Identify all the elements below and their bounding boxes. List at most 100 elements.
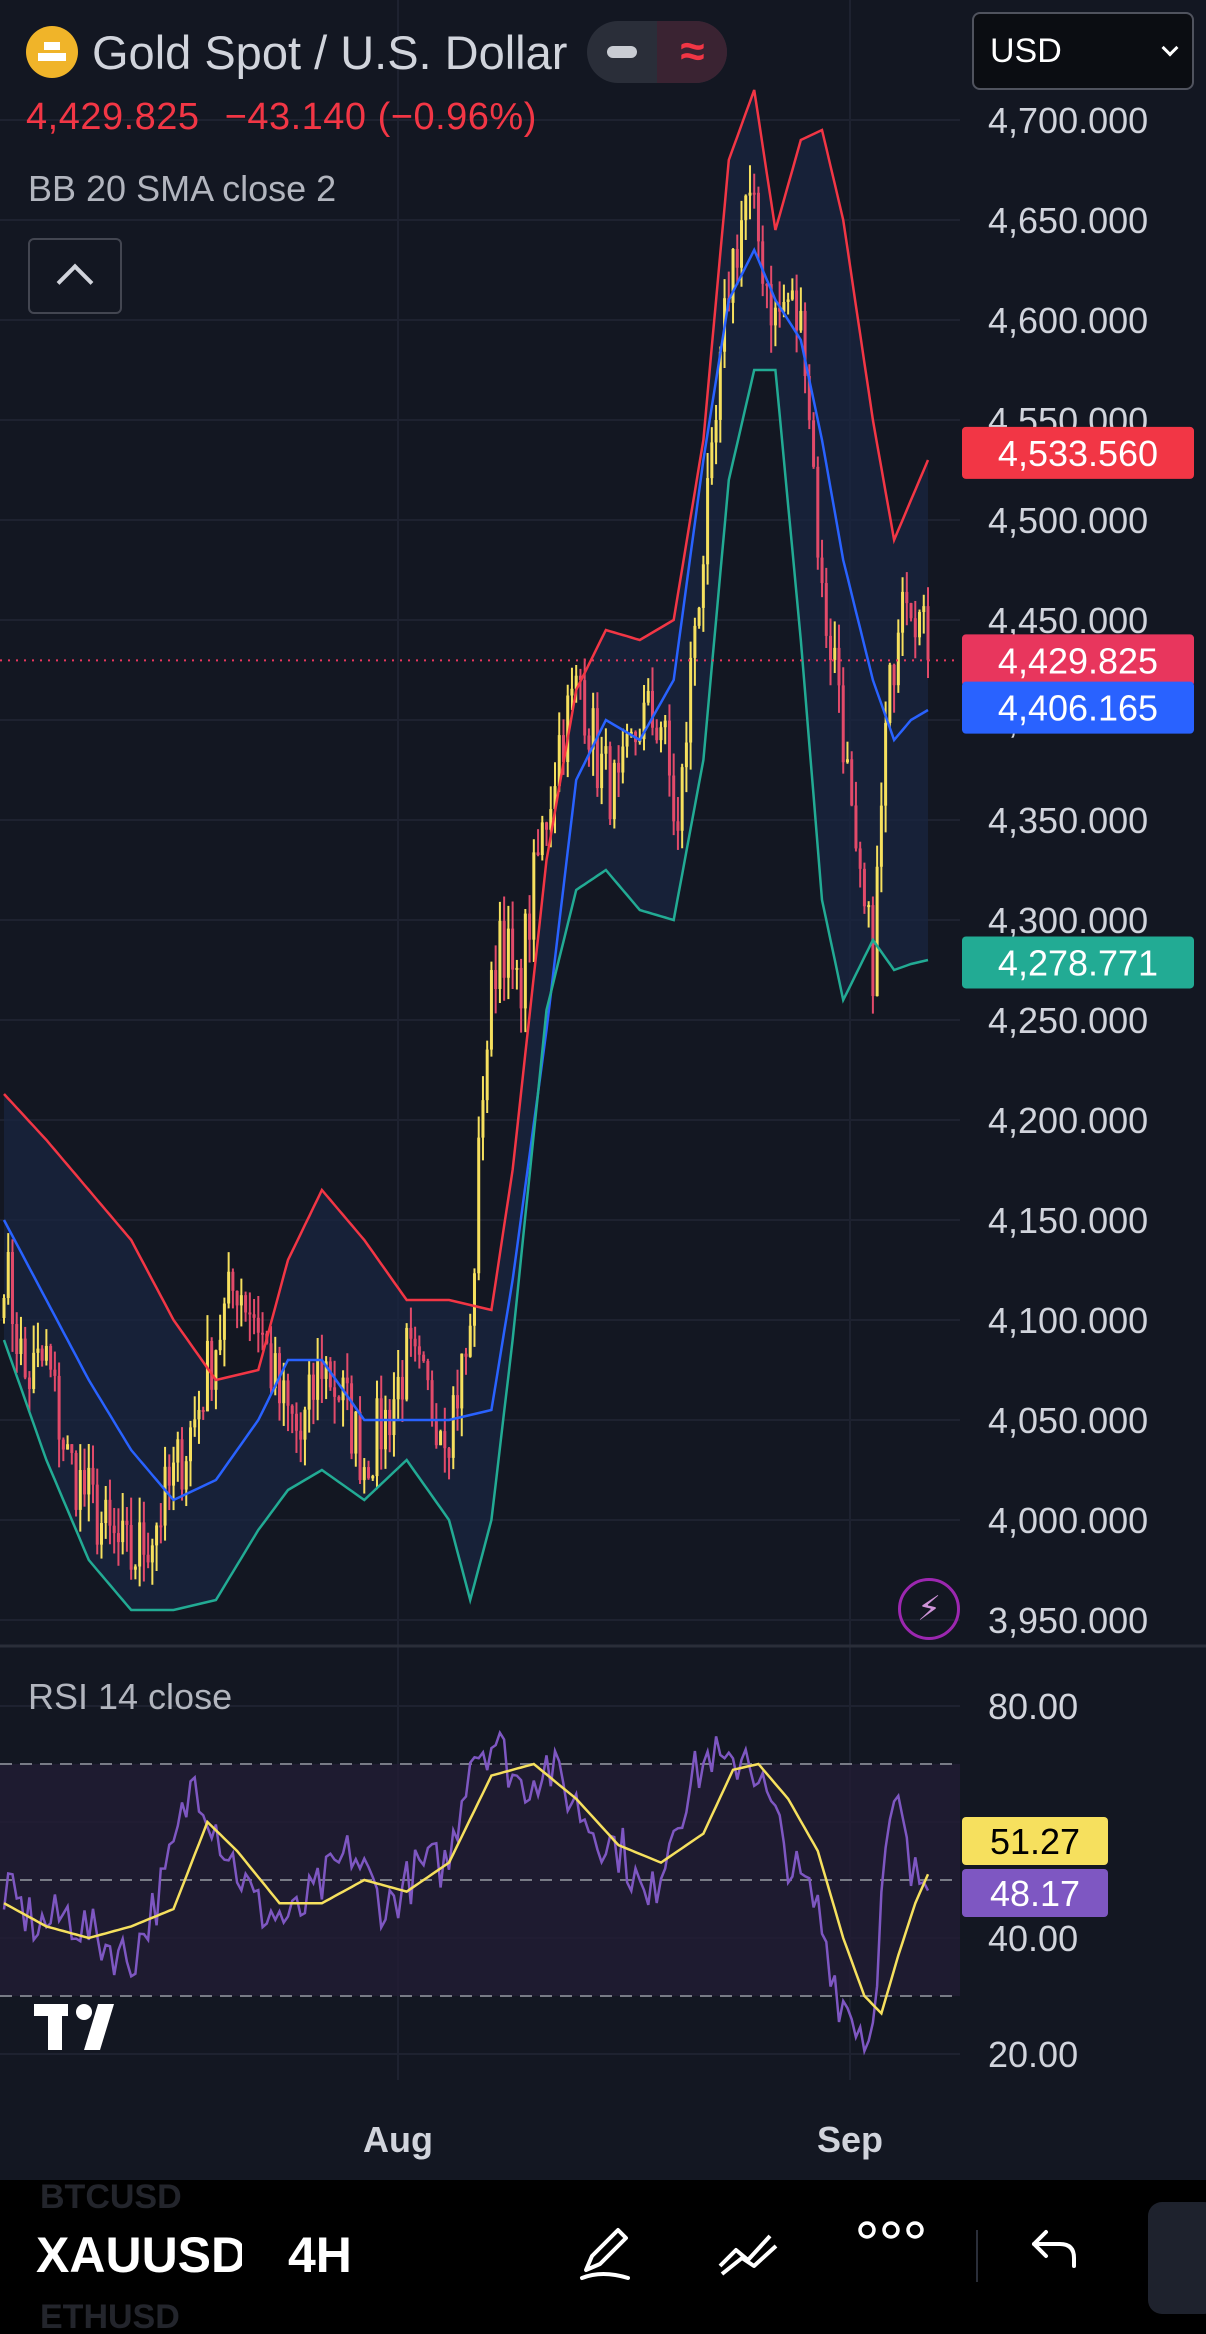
candle <box>74 1450 78 1517</box>
candle-body <box>595 708 599 789</box>
candle-body <box>820 557 824 584</box>
candle-body <box>464 1353 468 1357</box>
more-options-icon[interactable] <box>856 2220 926 2290</box>
candle <box>422 1351 426 1363</box>
price-axis-tick-label: 4,700.000 <box>988 100 1148 141</box>
minimize-icon[interactable] <box>587 21 657 83</box>
rsi-label-text: 51.27 <box>990 1821 1080 1862</box>
candle-body <box>884 722 888 806</box>
candle-body <box>205 1340 209 1412</box>
candle-body <box>519 967 523 1009</box>
candle <box>485 1040 489 1113</box>
candle-body <box>689 657 693 743</box>
candle <box>388 1399 392 1453</box>
candle <box>61 1437 65 1462</box>
candle <box>570 667 574 711</box>
symbol-header[interactable]: Gold Spot / U.S. Dollar ≈ <box>26 21 728 83</box>
wave-icon[interactable]: ≈ <box>657 21 728 83</box>
candle-body <box>468 1325 472 1357</box>
candle-body <box>222 1303 226 1340</box>
candle <box>23 1326 27 1380</box>
candle-body <box>498 920 502 990</box>
candle <box>922 594 926 634</box>
candle <box>710 427 714 485</box>
trend-tool-icon[interactable] <box>714 2220 784 2290</box>
candle <box>40 1345 44 1367</box>
candle <box>502 896 506 1001</box>
candle <box>78 1444 82 1532</box>
candle-body <box>83 1470 87 1495</box>
ticker-button[interactable]: XAUUSD <box>36 2227 242 2283</box>
price-axis-tick-label: 4,050.000 <box>988 1400 1148 1441</box>
rsi-label[interactable]: RSI 14 close <box>28 1676 233 1717</box>
candle-body <box>545 822 549 830</box>
candle <box>87 1443 91 1522</box>
candle-body <box>19 1338 23 1354</box>
gold-coin-icon <box>26 26 78 78</box>
candle-body <box>193 1419 197 1428</box>
candle <box>761 225 765 297</box>
candle <box>269 1326 273 1395</box>
candle-body <box>765 283 769 286</box>
symbol-title: Gold Spot / U.S. Dollar <box>92 25 568 79</box>
candle-body <box>646 690 650 703</box>
candle <box>125 1507 129 1552</box>
candle <box>180 1427 184 1501</box>
bottom-toolbar: BTCUSD XAUUSD ETHUSD 4H <box>0 2178 1206 2334</box>
candle <box>354 1410 358 1467</box>
candle-body <box>49 1345 53 1370</box>
candle <box>655 719 659 744</box>
undo-icon[interactable] <box>1026 2220 1096 2290</box>
candle <box>494 945 498 1014</box>
interval-button[interactable]: 4H <box>288 2227 352 2283</box>
candle <box>803 302 807 394</box>
candle <box>201 1406 205 1420</box>
candle <box>434 1403 438 1449</box>
candle-body <box>201 1409 205 1412</box>
candle <box>324 1356 328 1400</box>
candle-body <box>388 1409 392 1436</box>
flash-icon[interactable]: ⚡ <box>898 1578 960 1640</box>
candle-body <box>434 1421 438 1446</box>
candle-body <box>244 1295 248 1313</box>
candle-body <box>379 1398 383 1450</box>
candle-body <box>61 1439 65 1450</box>
candle <box>188 1420 192 1487</box>
candle-body <box>95 1484 99 1545</box>
candle <box>646 678 650 706</box>
drawing-pen-icon[interactable] <box>572 2220 642 2290</box>
price-label-badge <box>962 936 1194 989</box>
candle-body <box>489 970 493 1050</box>
candle-body <box>78 1470 82 1510</box>
collapse-indicators-button[interactable] <box>28 238 122 314</box>
candle-body <box>163 1466 167 1526</box>
toolbar-divider <box>976 2230 978 2282</box>
candle <box>426 1358 430 1391</box>
candle-body <box>273 1353 277 1389</box>
candle-body <box>316 1360 320 1400</box>
price-chart[interactable]: 3,950.000 4,000.000 4,050.000 4,100.000 4,15… <box>0 0 1206 2180</box>
candle-body <box>167 1466 171 1486</box>
candle-body <box>786 299 790 302</box>
candle-body <box>761 241 765 284</box>
candle-body <box>752 192 756 195</box>
price-label-badge <box>962 681 1194 734</box>
candle-body <box>133 1566 137 1570</box>
candle-body <box>862 868 866 907</box>
candle-body <box>858 848 862 869</box>
candle <box>121 1493 125 1555</box>
candle <box>553 762 557 834</box>
indicator-toggle-pill[interactable]: ≈ <box>587 21 728 83</box>
candle <box>367 1460 371 1480</box>
candle <box>578 668 582 700</box>
candle <box>477 1116 481 1281</box>
candle-body <box>829 635 833 661</box>
indicator-label[interactable]: BB 20 SMA close 2 <box>28 168 337 209</box>
candle-body <box>155 1525 159 1546</box>
currency-select[interactable]: USD <box>972 12 1194 90</box>
candle <box>820 539 824 598</box>
candle <box>447 1446 451 1480</box>
side-panel-handle[interactable] <box>1148 2202 1206 2314</box>
candle <box>6 1233 10 1305</box>
